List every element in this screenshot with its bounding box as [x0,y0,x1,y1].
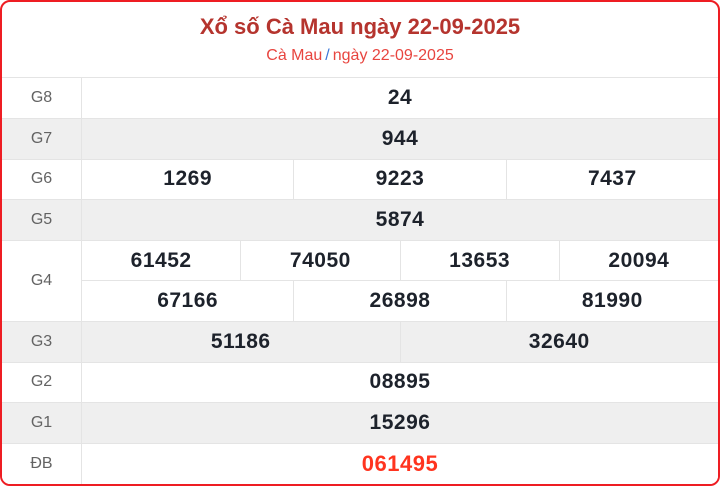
prize-lines: 51186 32640 [82,321,719,362]
prize-row-1: G7 944 [2,118,718,160]
prize-row-4: G4 61452 74050 13653 20094 67166 26898 81990 [2,241,718,322]
prize-number: 1269 [163,167,213,191]
prize-lines: 08895 [82,363,718,403]
breadcrumb: Cà Mau / ngày 22-09-2025 [2,47,718,65]
prize-row-6: G2 08895 [2,362,718,404]
result-header: Xổ số Cà Mau ngày 22-09-2025 Cà Mau / ngày… [2,2,718,78]
prize-label: G7 [2,118,82,159]
prize-row-3: G5 5874 [2,200,718,242]
prize-lines: 15296 [82,403,718,443]
prize-row-2: G6 1269 9223 7437 [2,159,718,201]
prize-number: 5874 [375,208,425,232]
prize-number: 32640 [399,321,719,362]
breadcrumb-region-link[interactable]: Cà Mau [266,47,323,65]
prize-lines: 61452 74050 13653 20094 67166 26898 81990 [82,241,718,321]
prize-line: 5874 [82,200,718,240]
prize-line: 061495 [82,444,718,484]
prize-number: 24 [387,85,413,109]
prize-label: G6 [2,159,82,200]
prize-row-7: G1 15296 [2,403,718,445]
prize-label: G8 [2,78,82,118]
prize-number: 08895 [369,370,431,394]
prize-line: 61452 74050 13653 20094 [82,241,718,282]
page-title: Xổ số Cà Mau ngày 22-09-2025 [199,14,521,39]
prize-number: 67166 [157,289,219,313]
prize-row-8: ĐB 061495 [2,444,718,484]
breadcrumb-date-link[interactable]: ngày 22-09-2025 [332,47,454,65]
prize-number: 81990 [505,281,718,321]
prize-label: G4 [2,241,82,321]
prize-lines: 24 [82,78,718,118]
prize-number: 7437 [505,159,718,200]
prize-number: 061495 [361,451,439,477]
prize-line: 15296 [82,403,718,443]
prize-number: 15296 [369,411,431,435]
prize-number: 944 [381,126,419,150]
prize-line: 51186 32640 [82,321,719,362]
prize-number: 20094 [558,241,718,281]
prize-row-5: G3 51186 32640 [2,321,719,363]
prize-number: 13653 [399,241,559,281]
prize-line: 944 [82,119,718,159]
prize-line: 24 [82,78,718,118]
prize-lines: 061495 [82,444,718,484]
prize-row-0: G8 24 [2,78,718,119]
prize-label: G5 [2,200,82,241]
prize-line: 1269 9223 7437 [82,159,718,200]
prize-number: 51186 [210,329,271,353]
prize-label: G3 [2,321,82,362]
prize-number: 9223 [293,159,505,200]
prize-number: 26898 [293,281,505,321]
prize-table: G8 24 G7 944 G6 1269 9223 7437 G5 5874 G4 61452 7405… [2,78,718,484]
prize-lines: 944 [82,119,718,159]
prize-line: 67166 26898 81990 [82,281,718,321]
breadcrumb-separator: / [325,47,330,65]
prize-line: 08895 [82,363,718,403]
prize-label: G1 [2,403,82,444]
prize-lines: 5874 [82,200,718,240]
prize-label: G2 [2,362,82,403]
prize-number: 61452 [130,248,192,272]
prize-number: 74050 [240,241,399,281]
prize-lines: 1269 9223 7437 [82,159,718,200]
prize-label: ĐB [2,444,82,484]
